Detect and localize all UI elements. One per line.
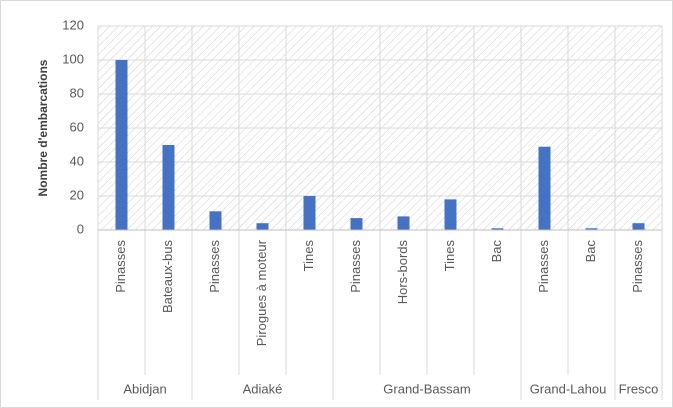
group-label: Abidjan xyxy=(123,381,166,396)
bar xyxy=(115,60,128,230)
y-tick-label: 80 xyxy=(70,85,84,100)
bar xyxy=(538,146,551,230)
bar xyxy=(491,228,504,230)
y-tick-label: 0 xyxy=(77,221,84,236)
x-tick-label: Pinasses xyxy=(113,240,128,293)
bar xyxy=(303,196,316,230)
x-tick-label: Bac xyxy=(583,240,598,263)
bar xyxy=(444,199,457,230)
y-tick-label: 60 xyxy=(70,119,84,134)
x-tick-label: Bateaux-bus xyxy=(160,240,175,313)
x-tick-label: Hors-bords xyxy=(395,240,410,305)
bar xyxy=(256,223,269,230)
bar xyxy=(397,216,410,230)
x-tick-label: Tines xyxy=(442,240,457,272)
group-label: Adiaké xyxy=(243,381,283,396)
bar xyxy=(162,145,175,230)
x-tick-label: Pinasses xyxy=(348,240,363,293)
bar xyxy=(209,211,222,230)
y-tick-label: 20 xyxy=(70,187,84,202)
group-label: Grand-Bassam xyxy=(383,381,470,396)
y-tick-label: 120 xyxy=(62,17,84,32)
y-axis-label: Nombre d'embarcations xyxy=(36,59,50,196)
x-tick-label: Tines xyxy=(301,240,316,272)
x-tick-label: Pirogues à moteur xyxy=(254,239,269,346)
group-label: Grand-Lahou xyxy=(530,381,607,396)
group-label: Fresco xyxy=(619,381,659,396)
y-tick-label: 40 xyxy=(70,153,84,168)
x-tick-label: Pinasses xyxy=(207,240,222,293)
bar xyxy=(350,218,363,230)
x-tick-label: Pinasses xyxy=(630,240,645,293)
x-tick-label: Bac xyxy=(489,240,504,263)
x-tick-label: Pinasses xyxy=(536,240,551,293)
y-tick-label: 100 xyxy=(62,51,84,66)
bar xyxy=(632,223,645,230)
bar xyxy=(585,228,598,230)
